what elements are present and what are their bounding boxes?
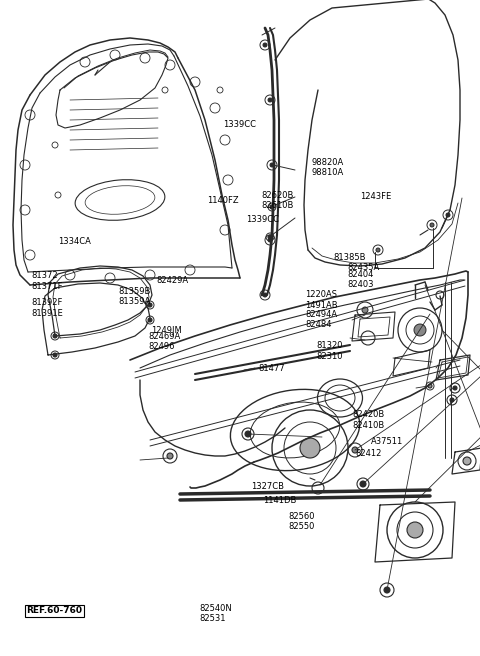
Text: REF.60-760: REF.60-760 <box>26 606 83 615</box>
Text: 82404
82403: 82404 82403 <box>348 270 374 289</box>
Circle shape <box>270 205 274 209</box>
Text: 81392F
81391E: 81392F 81391E <box>31 298 63 318</box>
Circle shape <box>376 248 380 252</box>
Circle shape <box>263 43 267 47</box>
Text: 81477: 81477 <box>258 363 285 373</box>
Circle shape <box>167 453 173 459</box>
Text: 1339CC: 1339CC <box>223 119 256 129</box>
Text: 82560
82550: 82560 82550 <box>288 512 314 531</box>
Circle shape <box>430 223 434 227</box>
Text: 82494A
82484: 82494A 82484 <box>305 310 337 329</box>
Text: 1339CC: 1339CC <box>246 215 279 224</box>
Text: A37511: A37511 <box>371 437 403 446</box>
Text: 82420B
82410B: 82420B 82410B <box>352 410 384 430</box>
Circle shape <box>362 307 368 313</box>
Circle shape <box>450 398 454 402</box>
Text: 82435A: 82435A <box>348 263 380 272</box>
Text: 1249JM: 1249JM <box>151 326 182 335</box>
Text: 81385B: 81385B <box>334 253 366 262</box>
Circle shape <box>263 293 267 297</box>
Circle shape <box>268 235 272 239</box>
Circle shape <box>360 481 366 487</box>
Text: 82540N
82531: 82540N 82531 <box>199 604 232 623</box>
Circle shape <box>453 386 457 390</box>
Circle shape <box>414 324 426 336</box>
Circle shape <box>300 438 320 458</box>
Circle shape <box>463 457 471 465</box>
Text: 82620B
82610B: 82620B 82610B <box>261 190 293 210</box>
Circle shape <box>270 163 274 167</box>
Text: 81359B
81359A: 81359B 81359A <box>118 287 150 306</box>
Circle shape <box>245 431 251 437</box>
Circle shape <box>148 318 152 322</box>
Text: 1334CA: 1334CA <box>58 237 90 246</box>
Text: 1327CB: 1327CB <box>252 482 285 491</box>
Circle shape <box>268 238 272 242</box>
Text: 1220AS
1491AB: 1220AS 1491AB <box>305 290 338 310</box>
Circle shape <box>53 353 57 357</box>
Text: 98820A
98810A: 98820A 98810A <box>312 157 344 177</box>
Circle shape <box>268 98 272 102</box>
Text: 82469A
82496: 82469A 82496 <box>149 331 181 351</box>
Text: 1140FZ: 1140FZ <box>207 195 239 205</box>
Circle shape <box>352 447 358 453</box>
Text: 81320
82310: 81320 82310 <box>317 341 343 361</box>
Text: 1243FE: 1243FE <box>360 192 391 201</box>
Text: 1141DB: 1141DB <box>263 496 297 505</box>
Circle shape <box>53 334 57 338</box>
Circle shape <box>148 303 152 307</box>
Circle shape <box>384 587 390 593</box>
Text: 82412: 82412 <box>355 449 382 458</box>
Text: 82429A: 82429A <box>156 276 189 285</box>
Text: 81372
81371F: 81372 81371F <box>31 271 63 291</box>
Circle shape <box>407 522 423 538</box>
Circle shape <box>446 213 450 217</box>
Circle shape <box>428 384 432 388</box>
